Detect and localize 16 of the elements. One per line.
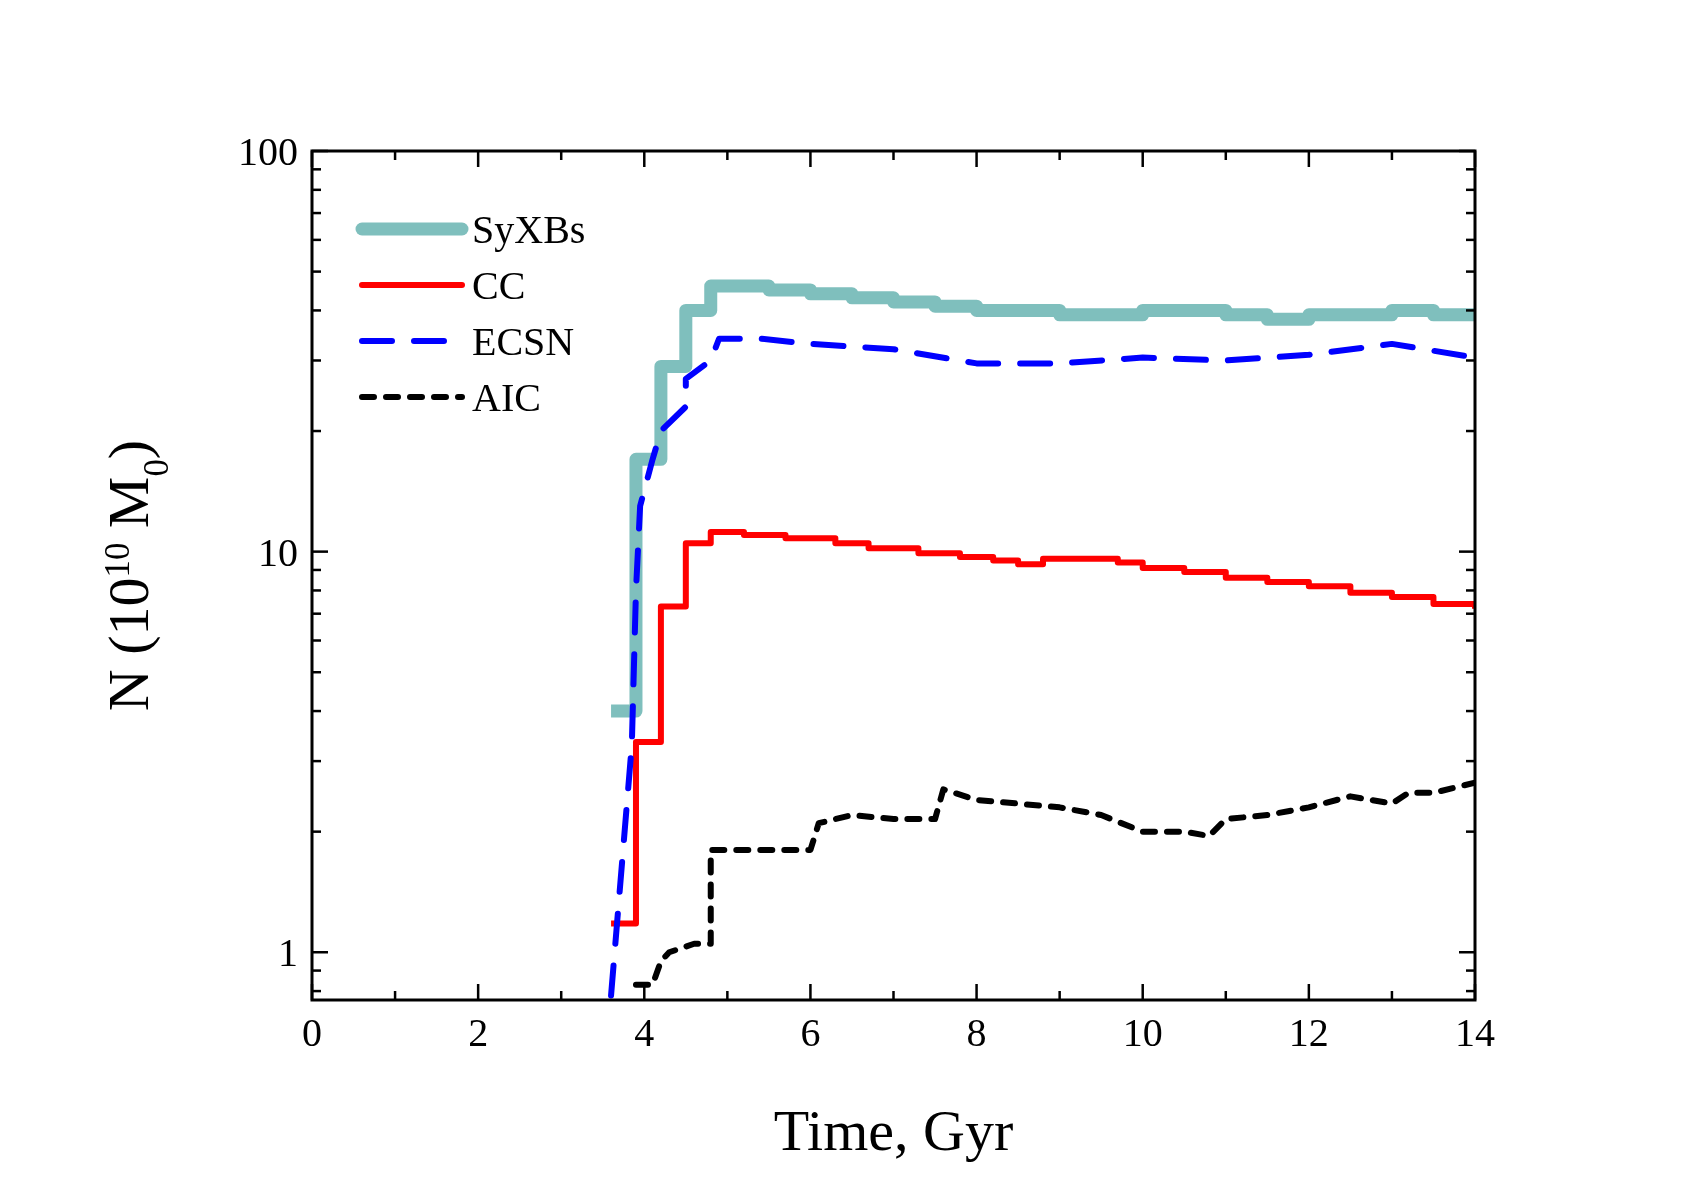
legend-label: SyXBs xyxy=(472,207,586,252)
x-tick-label: 10 xyxy=(1122,1010,1163,1055)
y-tick-label: 1 xyxy=(278,930,298,976)
x-tick-label: 12 xyxy=(1288,1010,1329,1055)
legend-label: ECSN xyxy=(472,319,575,364)
x-tick-label: 0 xyxy=(302,1010,322,1055)
legend-label: CC xyxy=(472,263,526,308)
x-tick-label: 4 xyxy=(634,1010,655,1055)
x-tick-label: 8 xyxy=(966,1010,987,1055)
y-tick-label: 10 xyxy=(258,529,298,575)
x-tick-label: 6 xyxy=(800,1010,821,1055)
y-tick-label: 100 xyxy=(238,129,298,174)
x-axis-title: Time, Gyr xyxy=(773,1098,1014,1163)
x-tick-label: 2 xyxy=(468,1010,489,1055)
x-tick-label: 14 xyxy=(1455,1010,1495,1055)
legend-label: AIC xyxy=(472,375,541,420)
